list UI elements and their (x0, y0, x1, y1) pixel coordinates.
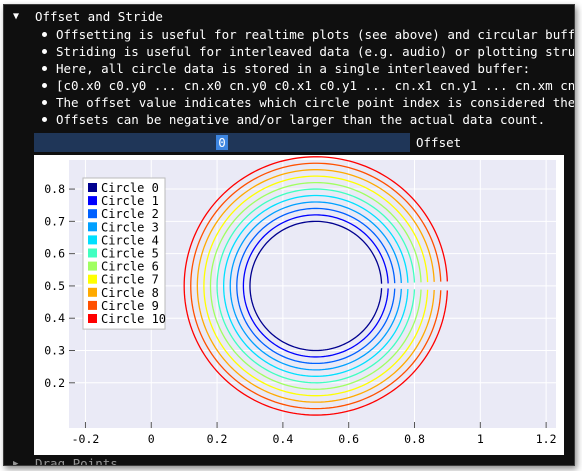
bullet-dot-icon (42, 100, 47, 105)
legend-label: Circle 4 (101, 233, 159, 247)
legend-label: Circle 3 (101, 220, 159, 234)
x-tick-label: 1 (477, 432, 484, 446)
slider-grab-handle[interactable] (216, 135, 228, 150)
next-section-title: Drag Points (35, 456, 118, 466)
x-tick-label: 0.2 (207, 432, 228, 446)
x-tick-label: 0.6 (338, 432, 359, 446)
series-line-circle-10 (183, 156, 448, 416)
legend-swatch (88, 261, 97, 271)
section-title: Offset and Stride (35, 9, 163, 24)
offset-label: Offset (416, 135, 462, 150)
series-line-circle-9 (190, 162, 442, 410)
description-list: Offsetting is useful for realtime plots … (4, 26, 574, 128)
bullet-dot-icon (42, 32, 47, 37)
x-tick-label: -0.2 (72, 432, 100, 446)
legend-label: Circle 8 (101, 286, 159, 300)
legend-swatch (88, 314, 97, 323)
x-tick-label: 0.8 (404, 432, 425, 446)
x-tick-label: 0.4 (272, 432, 293, 446)
offset-slider[interactable]: 0 (34, 133, 410, 152)
bullet-dot-icon (42, 83, 47, 88)
legend-label: Circle 1 (101, 194, 159, 208)
y-tick-label: 0.5 (44, 279, 65, 293)
legend-swatch (88, 222, 97, 232)
y-tick-label: 0.3 (44, 344, 65, 358)
bullet-dot-icon (42, 49, 47, 54)
series-line-circle-1 (242, 214, 389, 358)
x-tick-label: 0 (148, 432, 155, 446)
bullet-item: Here, all circle data is stored in a sin… (4, 60, 574, 77)
legend-label: Circle 7 (101, 273, 159, 287)
legend-label: Circle 2 (101, 207, 159, 221)
triangle-down-icon: ▼ (13, 11, 20, 22)
demo-window: ▼ Offset and Stride Offsetting is useful… (3, 4, 575, 466)
x-tick-label: 1.2 (536, 432, 557, 446)
series-line-circle-0 (249, 220, 383, 352)
y-tick-label: 0.2 (44, 376, 65, 390)
legend-label: Circle 9 (101, 299, 159, 313)
bullet-item: Striding is useful for interleaved data … (4, 43, 574, 60)
y-tick-label: 0.4 (44, 311, 65, 325)
y-tick-label: 0.8 (44, 182, 65, 196)
drag-points-header[interactable]: ▶ Drag Points (4, 457, 574, 466)
series-line-circle-7 (203, 175, 429, 397)
series-line-circle-5 (216, 188, 416, 384)
series-line-circle-6 (209, 181, 422, 390)
y-tick-label: 0.6 (44, 247, 65, 261)
legend-label: Circle 0 (101, 181, 159, 195)
legend-swatch (88, 248, 97, 258)
legend-swatch (88, 196, 97, 206)
plot-canvas[interactable]: -0.2 0 0.2 0.4 0.6 0.8 1 1.2 0.2 0.3 0.4 0.5 0.6 0.7 0… (34, 155, 564, 455)
legend-swatch (88, 274, 97, 284)
offset-value: 0 (218, 135, 226, 150)
series-line-circle-3 (229, 201, 402, 371)
bullet-item: Offsets can be negative and/or larger th… (4, 111, 574, 128)
offset-stride-header[interactable]: ▼ Offset and Stride (4, 9, 574, 25)
bullet-item: [c0.x0 c0.y0 ... cn.x0 cn.y0 c0.x1 c0.y1… (4, 77, 574, 94)
legend-label: Circle 5 (101, 247, 159, 261)
bullet-item: Offsetting is useful for realtime plots … (4, 26, 574, 43)
series-line-circle-8 (196, 169, 435, 403)
series-line-circle-2 (236, 207, 396, 365)
bullet-dot-icon (42, 117, 47, 122)
legend-swatch (88, 209, 97, 219)
legend-swatch (88, 300, 97, 310)
legend-swatch (88, 183, 97, 192)
legend-label: Circle 10 (101, 312, 166, 326)
bullet-dot-icon (42, 66, 47, 71)
offset-row: 0 Offset (4, 133, 574, 153)
circle-plot[interactable]: -0.2 0 0.2 0.4 0.6 0.8 1 1.2 0.2 0.3 0.4 0.5 0.6 0.7 0… (34, 155, 564, 455)
bullet-item: The offset value indicates which circle … (4, 94, 574, 111)
legend-swatch (88, 235, 97, 245)
legend-label: Circle 6 (101, 260, 159, 274)
legend-swatch (88, 287, 97, 297)
series-line-circle-4 (223, 194, 409, 377)
y-tick-label: 0.7 (44, 214, 65, 228)
triangle-right-icon: ▶ (13, 459, 19, 466)
